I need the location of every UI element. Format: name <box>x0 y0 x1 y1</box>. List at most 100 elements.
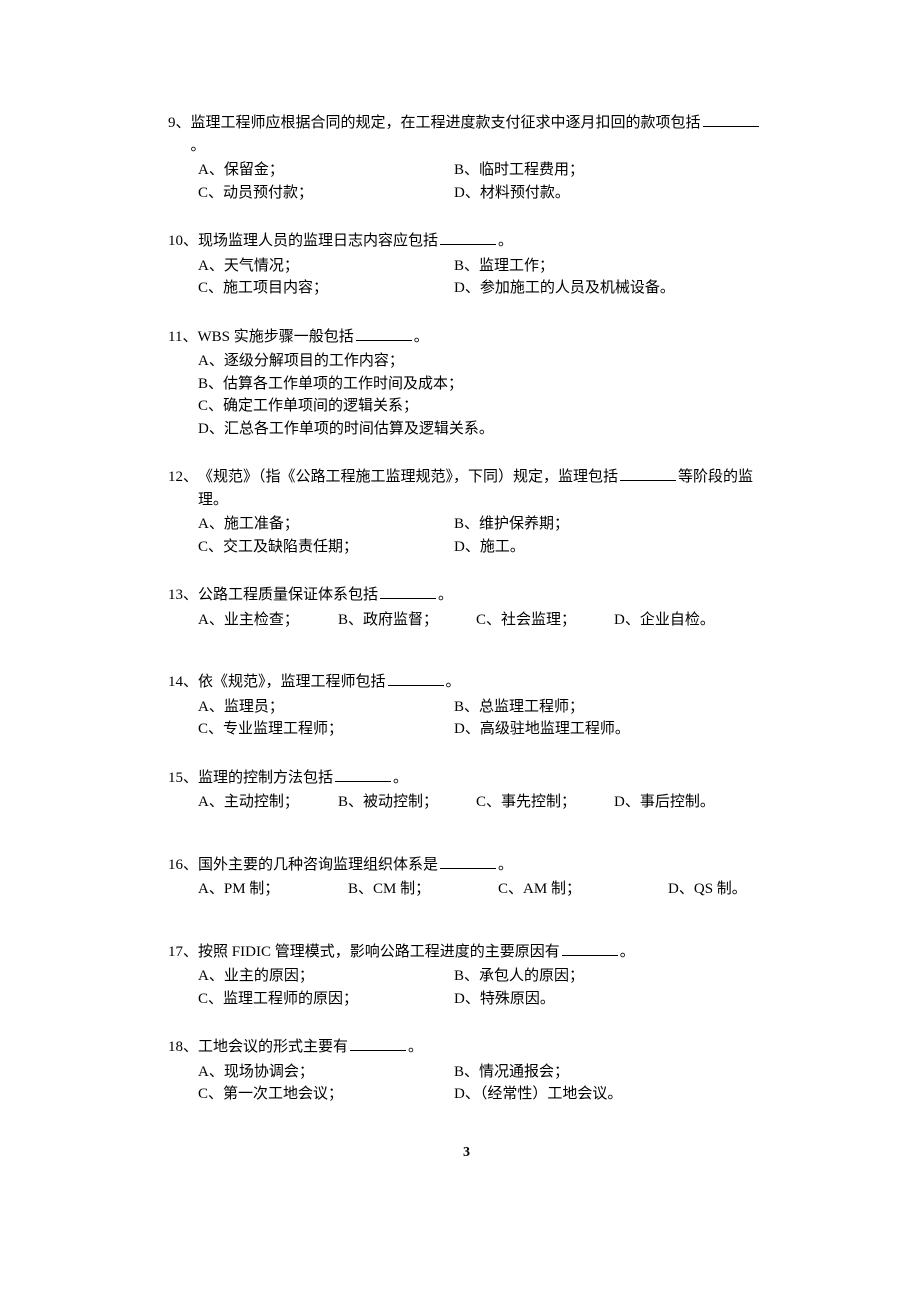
question-number: 14、 <box>168 671 198 694</box>
option: D、特殊原因。 <box>454 991 555 1007</box>
question-stem: 16、国外主要的几种咨询监理组织体系是。 <box>168 854 765 877</box>
question-text: 《规范》（指《公路工程施工监理规范》，下同）规定，监理包括等阶段的监理。 <box>198 466 765 511</box>
question: 9、监理工程师应根据合同的规定，在工程进度款支付征求中逐月扣回的款项包括。A、保… <box>168 112 765 204</box>
option: D、企业自检。 <box>614 612 715 628</box>
question: 11、WBS 实施步骤一般包括。 A、逐级分解项目的工作内容； B、估算各工作单项的… <box>168 326 765 441</box>
option: C、确定工作单项间的逻辑关系； <box>198 398 418 414</box>
question-number: 11、 <box>168 326 197 349</box>
option: B、临时工程费用； <box>454 162 584 178</box>
fill-blank <box>703 113 759 128</box>
options: A、监理员；B、总监理工程师；C、专业监理工程师；D、高级驻地监理工程师。 <box>168 696 765 741</box>
option: B、承包人的原因； <box>454 968 584 984</box>
question-stem: 10、现场监理人员的监理日志内容应包括。 <box>168 230 765 253</box>
option: C、事先控制； <box>476 794 576 810</box>
questions-list: 9、监理工程师应根据合同的规定，在工程进度款支付征求中逐月扣回的款项包括。A、保… <box>168 112 765 1106</box>
question-stem: 15、监理的控制方法包括。 <box>168 767 765 790</box>
question-text: 依《规范》，监理工程师包括。 <box>198 671 765 694</box>
question-number: 17、 <box>168 941 198 964</box>
question-text: 公路工程质量保证体系包括。 <box>198 584 765 607</box>
option: A、监理员； <box>198 699 284 715</box>
option: A、业主的原因； <box>198 968 314 984</box>
question: 18、工地会议的形式主要有。 A、现场协调会； B、情况通报会； C、第一次工地会议；… <box>168 1036 765 1106</box>
page-number: 3 <box>168 1142 765 1163</box>
option: A、天气情况； <box>198 258 299 274</box>
option: A、PM 制； <box>198 881 279 897</box>
options: A、保留金； B、临时工程费用； C、动员预付款； D、材料预付款。 <box>168 159 765 204</box>
option: C、监理工程师的原因； <box>198 991 358 1007</box>
question-number: 12、 <box>168 466 198 511</box>
option: D、QS 制。 <box>668 881 747 897</box>
option: C、动员预付款； <box>198 185 313 201</box>
question-number: 13、 <box>168 584 198 607</box>
question: 13、公路工程质量保证体系包括。 A、业主检查； B、政府监督； C、社会监理； D、企… <box>168 584 765 631</box>
question-text: 现场监理人员的监理日志内容应包括。 <box>198 230 765 253</box>
option: B、估算各工作单项的工作时间及成本； <box>198 376 463 392</box>
question-stem: 18、工地会议的形式主要有。 <box>168 1036 765 1059</box>
question-number: 10、 <box>168 230 198 253</box>
question-text: 按照 FIDIC 管理模式，影响公路工程进度的主要原因有。 <box>198 941 765 964</box>
question-stem: 12、《规范》（指《公路工程施工监理规范》，下同）规定，监理包括等阶段的监理。 <box>168 466 765 511</box>
option: B、情况通报会； <box>454 1064 569 1080</box>
option: D、参加施工的人员及机械设备。 <box>454 280 675 296</box>
option: B、政府监督； <box>338 612 438 628</box>
option: C、AM 制； <box>498 881 581 897</box>
fill-blank <box>620 467 676 482</box>
question-number: 15、 <box>168 767 198 790</box>
question-number: 16、 <box>168 854 198 877</box>
fill-blank <box>440 231 496 246</box>
question-stem: 9、监理工程师应根据合同的规定，在工程进度款支付征求中逐月扣回的款项包括。 <box>168 112 765 157</box>
option: A、保留金； <box>198 162 284 178</box>
option: A、现场协调会； <box>198 1064 314 1080</box>
question-stem: 13、公路工程质量保证体系包括。 <box>168 584 765 607</box>
option: B、总监理工程师； <box>454 699 584 715</box>
options: A、PM 制； B、CM 制； C、AM 制； D、QS 制。 <box>168 878 765 901</box>
question: 12、《规范》（指《公路工程施工监理规范》，下同）规定，监理包括等阶段的监理。A… <box>168 466 765 558</box>
question-number: 18、 <box>168 1036 198 1059</box>
question-stem: 17、按照 FIDIC 管理模式，影响公路工程进度的主要原因有。 <box>168 941 765 964</box>
question-text: WBS 实施步骤一般包括。 <box>197 326 765 349</box>
fill-blank <box>440 854 496 869</box>
fill-blank <box>335 767 391 782</box>
question: 17、按照 FIDIC 管理模式，影响公路工程进度的主要原因有。A、业主的原因；… <box>168 941 765 1011</box>
option: C、施工项目内容； <box>198 280 328 296</box>
question-stem: 11、WBS 实施步骤一般包括。 <box>168 326 765 349</box>
option: B、维护保养期； <box>454 516 569 532</box>
option: A、施工准备； <box>198 516 299 532</box>
question-number: 9、 <box>168 112 191 157</box>
option: A、业主检查； <box>198 612 299 628</box>
question: 16、国外主要的几种咨询监理组织体系是。 A、PM 制； B、CM 制； C、AM 制… <box>168 854 765 901</box>
option: D、高级驻地监理工程师。 <box>454 721 630 737</box>
page-content: 9、监理工程师应根据合同的规定，在工程进度款支付征求中逐月扣回的款项包括。A、保… <box>0 0 920 1223</box>
option: D、（经常性）工地会议。 <box>454 1086 622 1102</box>
option: D、汇总各工作单项的时间估算及逻辑关系。 <box>198 421 494 437</box>
question-text: 工地会议的形式主要有。 <box>198 1036 765 1059</box>
option: C、社会监理； <box>476 612 576 628</box>
option: D、材料预付款。 <box>454 185 570 201</box>
question-stem: 14、依《规范》，监理工程师包括。 <box>168 671 765 694</box>
option: D、施工。 <box>454 539 525 555</box>
option: C、交工及缺陷责任期； <box>198 539 358 555</box>
question-text: 监理工程师应根据合同的规定，在工程进度款支付征求中逐月扣回的款项包括。 <box>191 112 765 157</box>
option: B、被动控制； <box>338 794 438 810</box>
option: D、事后控制。 <box>614 794 715 810</box>
option: A、逐级分解项目的工作内容； <box>198 353 404 369</box>
options: A、主动控制； B、被动控制； C、事先控制； D、事后控制。 <box>168 791 765 814</box>
fill-blank <box>562 941 618 956</box>
option: C、第一次工地会议； <box>198 1086 343 1102</box>
options: A、业主的原因； B、承包人的原因； C、监理工程师的原因； D、特殊原因。 <box>168 965 765 1010</box>
fill-blank <box>380 585 436 600</box>
question: 10、现场监理人员的监理日志内容应包括。A、天气情况；B、监理工作；C、施工项目… <box>168 230 765 300</box>
fill-blank <box>350 1037 406 1052</box>
option: B、CM 制； <box>348 881 430 897</box>
options: A、逐级分解项目的工作内容； B、估算各工作单项的工作时间及成本； C、确定工作单项… <box>168 350 765 440</box>
options: A、施工准备； B、维护保养期； C、交工及缺陷责任期； D、施工。 <box>168 513 765 558</box>
question-text: 监理的控制方法包括。 <box>198 767 765 790</box>
option: A、主动控制； <box>198 794 299 810</box>
question: 14、依《规范》，监理工程师包括。A、监理员；B、总监理工程师；C、专业监理工程… <box>168 671 765 741</box>
options: A、业主检查； B、政府监督； C、社会监理； D、企业自检。 <box>168 609 765 632</box>
question-text: 国外主要的几种咨询监理组织体系是。 <box>198 854 765 877</box>
options: A、现场协调会； B、情况通报会； C、第一次工地会议； D、（经常性）工地会议。 <box>168 1061 765 1106</box>
fill-blank <box>356 326 412 341</box>
options: A、天气情况；B、监理工作；C、施工项目内容；D、参加施工的人员及机械设备。 <box>168 255 765 300</box>
fill-blank <box>388 672 444 687</box>
